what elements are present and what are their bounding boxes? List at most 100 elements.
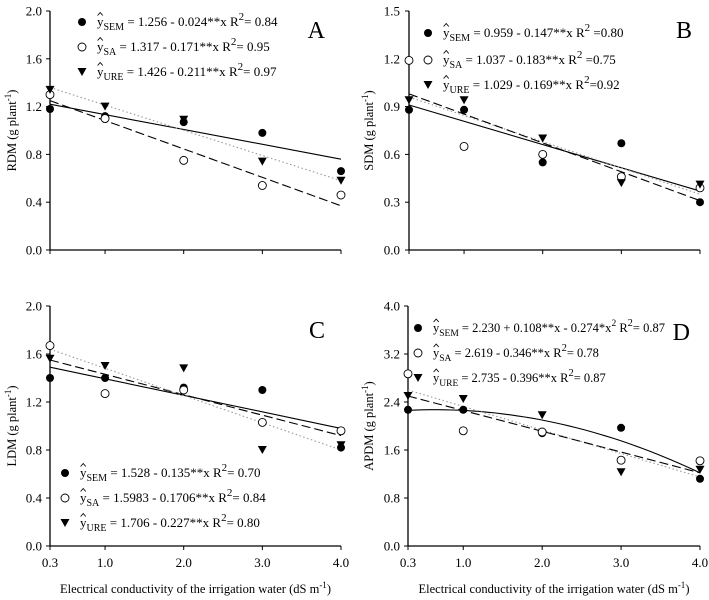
- data-point-SA: [695, 456, 705, 466]
- x-axis-label: Electrical conductivity of the irrigatio…: [60, 580, 331, 596]
- x-tick-label: 0.3: [400, 555, 416, 570]
- text-span: 2: [577, 49, 583, 61]
- hat-icon: [433, 343, 440, 348]
- y-tick-label: 1.5: [384, 4, 400, 19]
- text-span: URE: [439, 379, 458, 389]
- x-tick-label: 4.0: [692, 555, 708, 570]
- hat-icon: [80, 487, 87, 492]
- legend-entry-SA: ySA = 1.317 - 0.171**x R2= 0.95: [77, 36, 270, 58]
- data-point-SA: [404, 55, 414, 65]
- legend-entry-URE: yURE = 1.706 - 0.227**x R2= 0.80: [60, 512, 260, 534]
- data-point-URE: [45, 354, 55, 363]
- y-tick-label: 2.4: [384, 395, 401, 410]
- y-tick-label: 0.0: [26, 243, 42, 258]
- panel-C: 0.0 0.4 0.8 1.2 1.6 2.0 0.3 1.0 2.0 3.0 4.0 LDM (g …: [3, 299, 349, 597]
- text-span: R: [210, 465, 222, 480]
- text-span: ): [5, 385, 19, 389]
- text-span: = 1.037 - 0.183**x: [462, 52, 565, 67]
- y-tick-label: 4.0: [384, 299, 400, 314]
- data-point-SEM: [696, 474, 704, 483]
- text-span: R: [209, 515, 221, 530]
- data-point-SEM: [405, 105, 413, 114]
- legend-marker-URE: [77, 68, 87, 76]
- text-span: = 1.5983 - 0.1706**x: [99, 490, 215, 505]
- y-tick-label: 0.0: [26, 539, 42, 554]
- text-span: R: [550, 346, 562, 360]
- text-span: = 1.528 - 0.135**x: [107, 465, 210, 480]
- legend-equation: ySA = 1.037 - 0.183**x R2 =0.75: [443, 49, 616, 71]
- legend-equation: yURE = 1.426 - 0.211**x R2= 0.97: [97, 61, 277, 83]
- legend-equation: ySA = 1.317 - 0.171**x R2= 0.95: [97, 36, 270, 58]
- data-point-SEM: [404, 405, 412, 414]
- hat-icon: [433, 318, 440, 323]
- data-point-URE: [336, 441, 346, 450]
- text-span: = 1.029 - 0.169**x: [470, 77, 573, 92]
- text-span: ): [362, 381, 376, 385]
- text-span: SEM: [104, 22, 125, 33]
- text-span: 2: [562, 343, 567, 354]
- data-point-SEM: [538, 158, 547, 167]
- y-tick-label: 1.6: [384, 443, 401, 458]
- hat-icon: [433, 368, 440, 373]
- data-point-SEM: [258, 128, 267, 137]
- text-span: = 2.230 + 0.108**x - 0.274*x: [459, 321, 612, 335]
- data-point-SA: [100, 114, 110, 124]
- legend-marker-URE: [413, 374, 423, 382]
- y-axis-label: SDM (g plant-1): [360, 90, 376, 170]
- text-span: y: [80, 490, 87, 505]
- y-tick-label: 3.2: [384, 347, 400, 362]
- hat-icon: [443, 22, 450, 27]
- hat-icon: [80, 462, 87, 467]
- text-span: y: [433, 371, 440, 385]
- text-span: y: [443, 25, 450, 40]
- y-axis-label: LDM (g plant-1): [3, 385, 19, 466]
- text-span: SEM: [87, 473, 108, 484]
- text-span: y: [443, 52, 450, 67]
- text-span: = 0.95: [236, 39, 269, 54]
- data-point-URE: [336, 176, 346, 185]
- text-span: = 0.84: [232, 490, 266, 505]
- legend-entry-URE: yURE = 1.029 - 0.169**x R2=0.92: [423, 74, 620, 96]
- text-span: = 0.87: [574, 371, 606, 385]
- legend-marker-SA: [413, 348, 423, 358]
- x-tick-label: 3.0: [254, 555, 270, 570]
- legend-entry-SEM: ySEM = 0.959 - 0.147**x R2 =0.80: [424, 22, 624, 44]
- legend-equation: ySEM = 1.528 - 0.135**x R2= 0.70: [80, 462, 261, 484]
- legend-entry-URE: yURE = 2.735 - 0.396**x R2= 0.87: [413, 368, 606, 389]
- x-tick-label: 4.0: [333, 555, 349, 570]
- text-span: = 0.80: [227, 515, 260, 530]
- legend-entry-SA: ySA = 1.037 - 0.183**x R2 =0.75: [423, 49, 616, 71]
- data-point-URE: [100, 102, 110, 111]
- text-span: -1: [3, 390, 13, 398]
- text-span: = 1.426 - 0.211**x: [124, 64, 227, 79]
- data-point-SA: [100, 389, 110, 399]
- data-point-SA: [403, 369, 413, 379]
- data-point-URE: [695, 180, 705, 189]
- text-span: 2: [585, 22, 591, 34]
- text-span: R: [226, 64, 238, 79]
- legend-equation: yURE = 1.029 - 0.169**x R2=0.92: [443, 74, 620, 96]
- text-span: =0.75: [582, 52, 615, 67]
- legend-marker-URE: [423, 81, 433, 89]
- y-tick-label: 0.6: [384, 147, 401, 162]
- text-span: -1: [360, 385, 370, 393]
- text-span: 2: [227, 487, 233, 499]
- data-point-URE: [257, 157, 267, 166]
- text-span: = 1.317 - 0.171**x: [116, 39, 219, 54]
- data-point-SEM: [46, 104, 54, 113]
- text-span: y: [97, 64, 104, 79]
- text-span: y: [80, 515, 87, 530]
- text-span: = 0.97: [243, 64, 277, 79]
- text-span: ): [685, 582, 689, 596]
- text-span: R: [215, 490, 227, 505]
- data-point-SA: [537, 427, 547, 437]
- data-point-URE: [404, 96, 414, 105]
- text-span: R: [227, 14, 239, 29]
- legend-marker-SEM: [414, 324, 422, 332]
- data-point-URE: [537, 411, 547, 420]
- legend-equation: ySEM = 0.959 - 0.147**x R2 =0.80: [443, 22, 624, 44]
- data-point-URE: [45, 85, 55, 94]
- data-point-SEM: [258, 386, 267, 394]
